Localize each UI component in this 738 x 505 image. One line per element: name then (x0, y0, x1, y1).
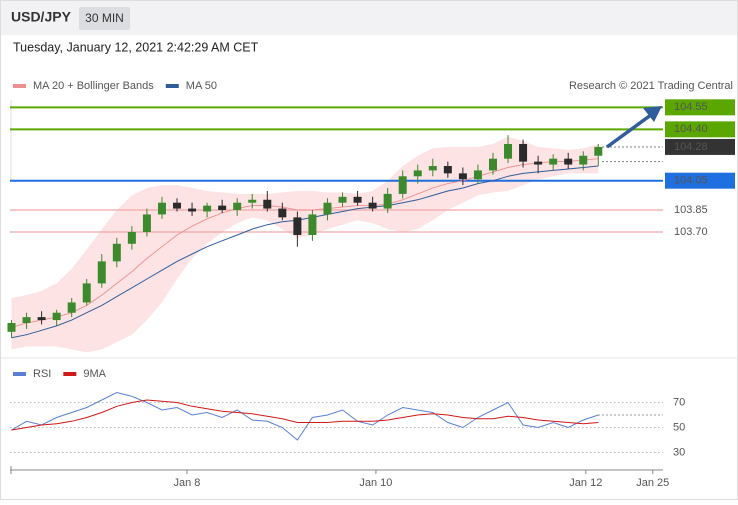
candle-body (473, 170, 482, 180)
candle-body (383, 193, 392, 209)
candle-body (504, 144, 513, 159)
x-tick-label: Jan 10 (359, 477, 392, 489)
candle-body (308, 214, 317, 235)
candle-body (82, 283, 91, 303)
legend-label: MA 50 (186, 80, 217, 92)
timeframe: 30 MIN (85, 11, 124, 25)
x-tick-label: Jan 12 (569, 477, 602, 489)
y-tick-label: 30 (673, 446, 685, 458)
candle-body (218, 205, 227, 211)
candle-body (564, 158, 573, 165)
candle-body (188, 208, 197, 212)
datetime: Tuesday, January 12, 2021 2:42:29 AM CET (13, 40, 259, 54)
level-box (665, 172, 735, 189)
candle-body (413, 170, 422, 177)
level-label: 104.55 (674, 101, 708, 113)
arrow-head (643, 106, 662, 122)
candle-body (127, 232, 136, 244)
x-tick-label: Jan 25 (636, 477, 669, 489)
candle-body (338, 196, 347, 203)
price-label: 104.28 (674, 141, 708, 153)
candle-body (97, 261, 106, 284)
candle-body (534, 161, 543, 165)
price-box (665, 138, 735, 155)
candle-body (67, 302, 76, 313)
symbol: USD/JPY (11, 9, 72, 25)
level-box (665, 99, 735, 116)
candle-body (173, 202, 182, 209)
candle-body (22, 317, 31, 323)
candle-body (519, 144, 528, 162)
candle-body (428, 166, 437, 171)
candle-body (112, 243, 121, 262)
candle-body (157, 202, 166, 215)
candle-body (52, 312, 61, 321)
candle-body (549, 158, 558, 165)
x-tick-label: Jan 8 (173, 477, 200, 489)
ma-line (11, 158, 599, 328)
timeframe-badge (79, 7, 130, 30)
ma-line (11, 165, 599, 339)
candle-body (579, 155, 588, 165)
indicator-line (11, 399, 599, 431)
legend-swatch (63, 372, 77, 376)
legend-label: MA 20 + Bollinger Bands (33, 80, 154, 92)
level-label: 104.05 (674, 175, 708, 187)
legend-swatch (13, 372, 26, 376)
level-label: 103.70 (674, 226, 708, 238)
indicator-line (11, 391, 599, 441)
candle-body (142, 214, 151, 233)
credit: Research © 2021 Trading Central (569, 80, 733, 92)
candle-body (278, 208, 287, 218)
candle-body (323, 202, 332, 215)
candle-body (7, 322, 16, 332)
legend-swatch (165, 84, 179, 88)
candle-body (248, 199, 257, 203)
candle-body (233, 202, 242, 211)
level-label: 104.40 (674, 123, 708, 135)
candle-body (488, 158, 497, 171)
candle-body (203, 205, 212, 212)
y-tick-label: 70 (673, 396, 685, 408)
y-tick-label: 50 (673, 421, 685, 433)
candle-body (458, 173, 467, 180)
level-label: 103.85 (674, 204, 708, 216)
candle-body (293, 217, 302, 235)
candle-body (263, 199, 272, 209)
legend-swatch (13, 84, 26, 88)
candle-body (443, 166, 452, 174)
candle-body (368, 202, 377, 209)
candle-body (594, 146, 603, 156)
candle-body (398, 176, 407, 194)
candle-body (353, 196, 362, 203)
level-box (665, 121, 735, 138)
legend-label: 9MA (83, 368, 106, 380)
projection-arrow (605, 110, 657, 149)
legend-label: RSI (33, 368, 51, 380)
candle-body (37, 317, 46, 321)
